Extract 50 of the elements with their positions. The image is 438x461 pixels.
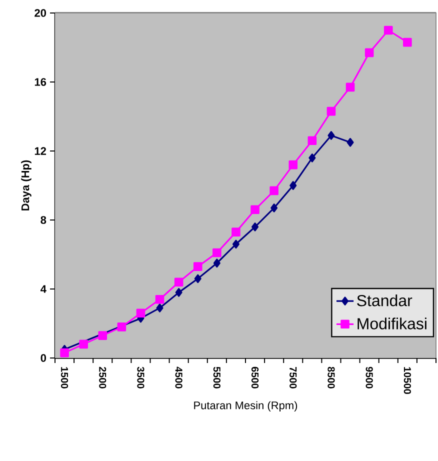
x-tick-label: 3500 bbox=[137, 366, 144, 388]
y-tick-label: 0 bbox=[40, 354, 46, 362]
point bbox=[117, 322, 126, 332]
point bbox=[155, 294, 164, 304]
x-tick-label: 10500 bbox=[404, 367, 411, 394]
y-axis-title: Daya (Hp) bbox=[21, 160, 32, 210]
y-tick-label: 4 bbox=[40, 285, 46, 293]
point bbox=[252, 222, 259, 232]
point bbox=[212, 248, 222, 258]
point bbox=[175, 288, 182, 297]
x-tick-label: 6500 bbox=[251, 366, 259, 388]
point bbox=[288, 160, 298, 170]
point bbox=[290, 181, 297, 190]
point bbox=[270, 204, 278, 212]
point bbox=[193, 262, 202, 271]
x-tick-label: 2500 bbox=[99, 366, 106, 388]
x-tick-label: 5500 bbox=[213, 366, 220, 388]
point bbox=[213, 258, 220, 268]
point bbox=[194, 274, 202, 284]
point bbox=[232, 228, 240, 236]
x-axis-title: Putaran Mesin (Rpm) bbox=[194, 401, 298, 412]
point bbox=[384, 26, 393, 35]
point bbox=[364, 48, 374, 58]
point bbox=[250, 205, 260, 214]
x-tick-label: 1500 bbox=[60, 367, 68, 388]
point bbox=[328, 131, 335, 140]
x-tick-label: 8500 bbox=[328, 366, 335, 388]
point bbox=[60, 348, 69, 358]
point bbox=[98, 331, 108, 340]
point bbox=[346, 82, 355, 92]
legend-label: Standar bbox=[357, 294, 412, 306]
point bbox=[326, 106, 336, 116]
point bbox=[136, 308, 146, 318]
x-tick-label: 4500 bbox=[175, 366, 182, 388]
point bbox=[403, 38, 412, 47]
y-tick-label: 16 bbox=[34, 78, 46, 86]
point bbox=[270, 186, 278, 196]
x-tick-label: 9500 bbox=[366, 366, 373, 388]
point bbox=[232, 240, 240, 249]
point bbox=[79, 340, 88, 349]
y-tick-label: 8 bbox=[40, 216, 46, 224]
point bbox=[156, 304, 164, 312]
y-tick-label: 20 bbox=[34, 9, 46, 17]
point bbox=[174, 278, 184, 286]
legend-label: Modifikasi bbox=[358, 318, 426, 330]
point bbox=[308, 154, 316, 162]
point bbox=[346, 138, 354, 147]
point bbox=[308, 136, 317, 146]
y-tick-label: 12 bbox=[34, 147, 46, 155]
x-tick-label: 7500 bbox=[290, 366, 297, 388]
